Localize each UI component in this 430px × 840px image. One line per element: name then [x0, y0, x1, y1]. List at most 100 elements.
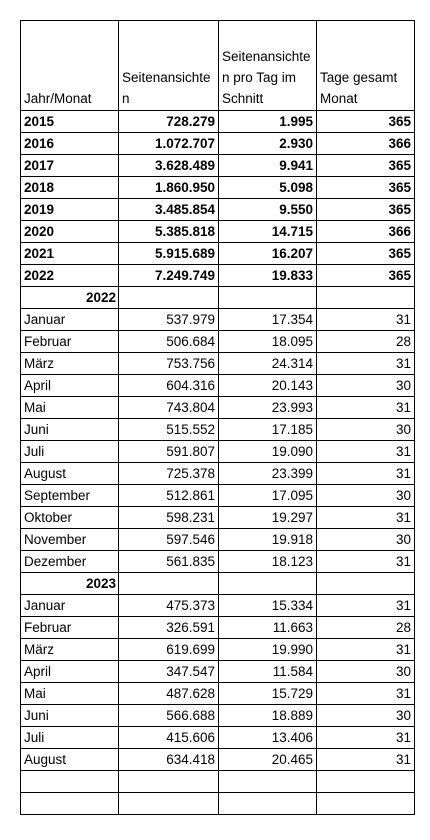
cell: 30: [316, 528, 415, 551]
cell: 15.729: [218, 682, 317, 705]
cell: [316, 572, 415, 595]
cell: 2015: [20, 110, 119, 133]
header-cell: Jahr/Monat: [20, 20, 119, 111]
cell: 5.915.689: [118, 242, 219, 265]
cell: Juni: [20, 704, 119, 727]
cell: 2021: [20, 242, 119, 265]
cell: 365: [316, 242, 415, 265]
cell: 13.406: [218, 726, 317, 749]
cell: 31: [316, 550, 415, 573]
table-row: Juli 591.807 19.090 31: [20, 440, 415, 463]
table-row: 2015 728.279 1.995 365: [20, 110, 415, 133]
section-label: 2023: [20, 572, 119, 595]
cell: 753.756: [118, 352, 219, 375]
cell: 5.098: [218, 176, 317, 199]
cell: 16.207: [218, 242, 317, 265]
cell: 31: [316, 638, 415, 661]
table-row: 2022 7.249.749 19.833 365: [20, 264, 415, 287]
cell: 9.941: [218, 154, 317, 177]
cell: September: [20, 484, 119, 507]
cell: Mai: [20, 682, 119, 705]
table-row: März 619.699 19.990 31: [20, 638, 415, 661]
cell: 31: [316, 440, 415, 463]
table-row: August 634.418 20.465 31: [20, 748, 415, 771]
cell: 365: [316, 176, 415, 199]
cell: 725.378: [118, 462, 219, 485]
cell: Februar: [20, 616, 119, 639]
cell: 18.889: [218, 704, 317, 727]
empty-row: [20, 770, 415, 793]
cell: 20.143: [218, 374, 317, 397]
table-row: 2018 1.860.950 5.098 365: [20, 176, 415, 199]
table-row: August 725.378 23.399 31: [20, 462, 415, 485]
cell: 2019: [20, 198, 119, 221]
cell: 3.485.854: [118, 198, 219, 221]
table-row: April 347.547 11.584 30: [20, 660, 415, 683]
cell: März: [20, 638, 119, 661]
statistics-table: Jahr/Monat Seitenansichten Seitenansicht…: [20, 20, 415, 815]
cell: [20, 770, 119, 793]
table-row: Juni 566.688 18.889 30: [20, 704, 415, 727]
cell: 31: [316, 726, 415, 749]
cell: 366: [316, 220, 415, 243]
header-cell: Tage gesamt Monat: [316, 20, 415, 111]
cell: 487.628: [118, 682, 219, 705]
cell: 31: [316, 396, 415, 419]
cell: 728.279: [118, 110, 219, 133]
cell: Mai: [20, 396, 119, 419]
cell: 28: [316, 616, 415, 639]
cell: 597.546: [118, 528, 219, 551]
table-row: 2017 3.628.489 9.941 365: [20, 154, 415, 177]
cell: 591.807: [118, 440, 219, 463]
cell: Februar: [20, 330, 119, 353]
cell: 1.995: [218, 110, 317, 133]
cell: 515.552: [118, 418, 219, 441]
cell: 365: [316, 154, 415, 177]
cell: 347.547: [118, 660, 219, 683]
cell: November: [20, 528, 119, 551]
cell: 415.606: [118, 726, 219, 749]
cell: 634.418: [118, 748, 219, 771]
table-row: 2020 5.385.818 14.715 366: [20, 220, 415, 243]
cell: 31: [316, 748, 415, 771]
section-label: 2022: [20, 286, 119, 309]
cell: 31: [316, 506, 415, 529]
cell: [118, 572, 219, 595]
cell: 23.993: [218, 396, 317, 419]
empty-row: [20, 792, 415, 815]
cell: 506.684: [118, 330, 219, 353]
table-row: 2019 3.485.854 9.550 365: [20, 198, 415, 221]
section-row: 2022: [20, 286, 415, 309]
cell: Oktober: [20, 506, 119, 529]
table-row: Oktober 598.231 19.297 31: [20, 506, 415, 529]
cell: 9.550: [218, 198, 317, 221]
cell: 475.373: [118, 594, 219, 617]
table-row: März 753.756 24.314 31: [20, 352, 415, 375]
cell: 19.090: [218, 440, 317, 463]
cell: 30: [316, 704, 415, 727]
cell: 326.591: [118, 616, 219, 639]
cell: 19.833: [218, 264, 317, 287]
cell: 2018: [20, 176, 119, 199]
cell: 17.354: [218, 308, 317, 331]
table-row: 2021 5.915.689 16.207 365: [20, 242, 415, 265]
cell: 28: [316, 330, 415, 353]
cell: 2.930: [218, 132, 317, 155]
cell: [118, 792, 219, 815]
cell: [118, 770, 219, 793]
cell: 537.979: [118, 308, 219, 331]
cell: Dezember: [20, 550, 119, 573]
cell: 30: [316, 484, 415, 507]
cell: [118, 286, 219, 309]
header-cell: Seitenansichten: [118, 20, 219, 111]
cell: 11.584: [218, 660, 317, 683]
cell: 31: [316, 594, 415, 617]
cell: [218, 572, 317, 595]
cell: 31: [316, 682, 415, 705]
cell: 566.688: [118, 704, 219, 727]
cell: Januar: [20, 308, 119, 331]
cell: 1.072.707: [118, 132, 219, 155]
cell: [218, 770, 317, 793]
table-body: Jahr/Monat Seitenansichten Seitenansicht…: [20, 20, 415, 771]
cell: [316, 770, 415, 793]
